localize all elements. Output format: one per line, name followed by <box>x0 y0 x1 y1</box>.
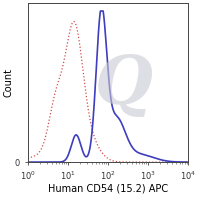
X-axis label: Human CD54 (15.2) APC: Human CD54 (15.2) APC <box>48 184 168 193</box>
Text: Q: Q <box>95 53 153 118</box>
Y-axis label: Count: Count <box>3 68 13 97</box>
